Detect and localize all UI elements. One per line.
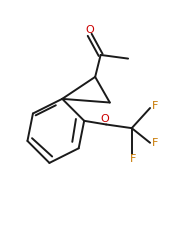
Text: F: F [130,154,136,164]
Text: O: O [101,114,110,124]
Text: F: F [152,101,158,111]
Text: O: O [85,25,94,35]
Text: F: F [152,138,158,148]
